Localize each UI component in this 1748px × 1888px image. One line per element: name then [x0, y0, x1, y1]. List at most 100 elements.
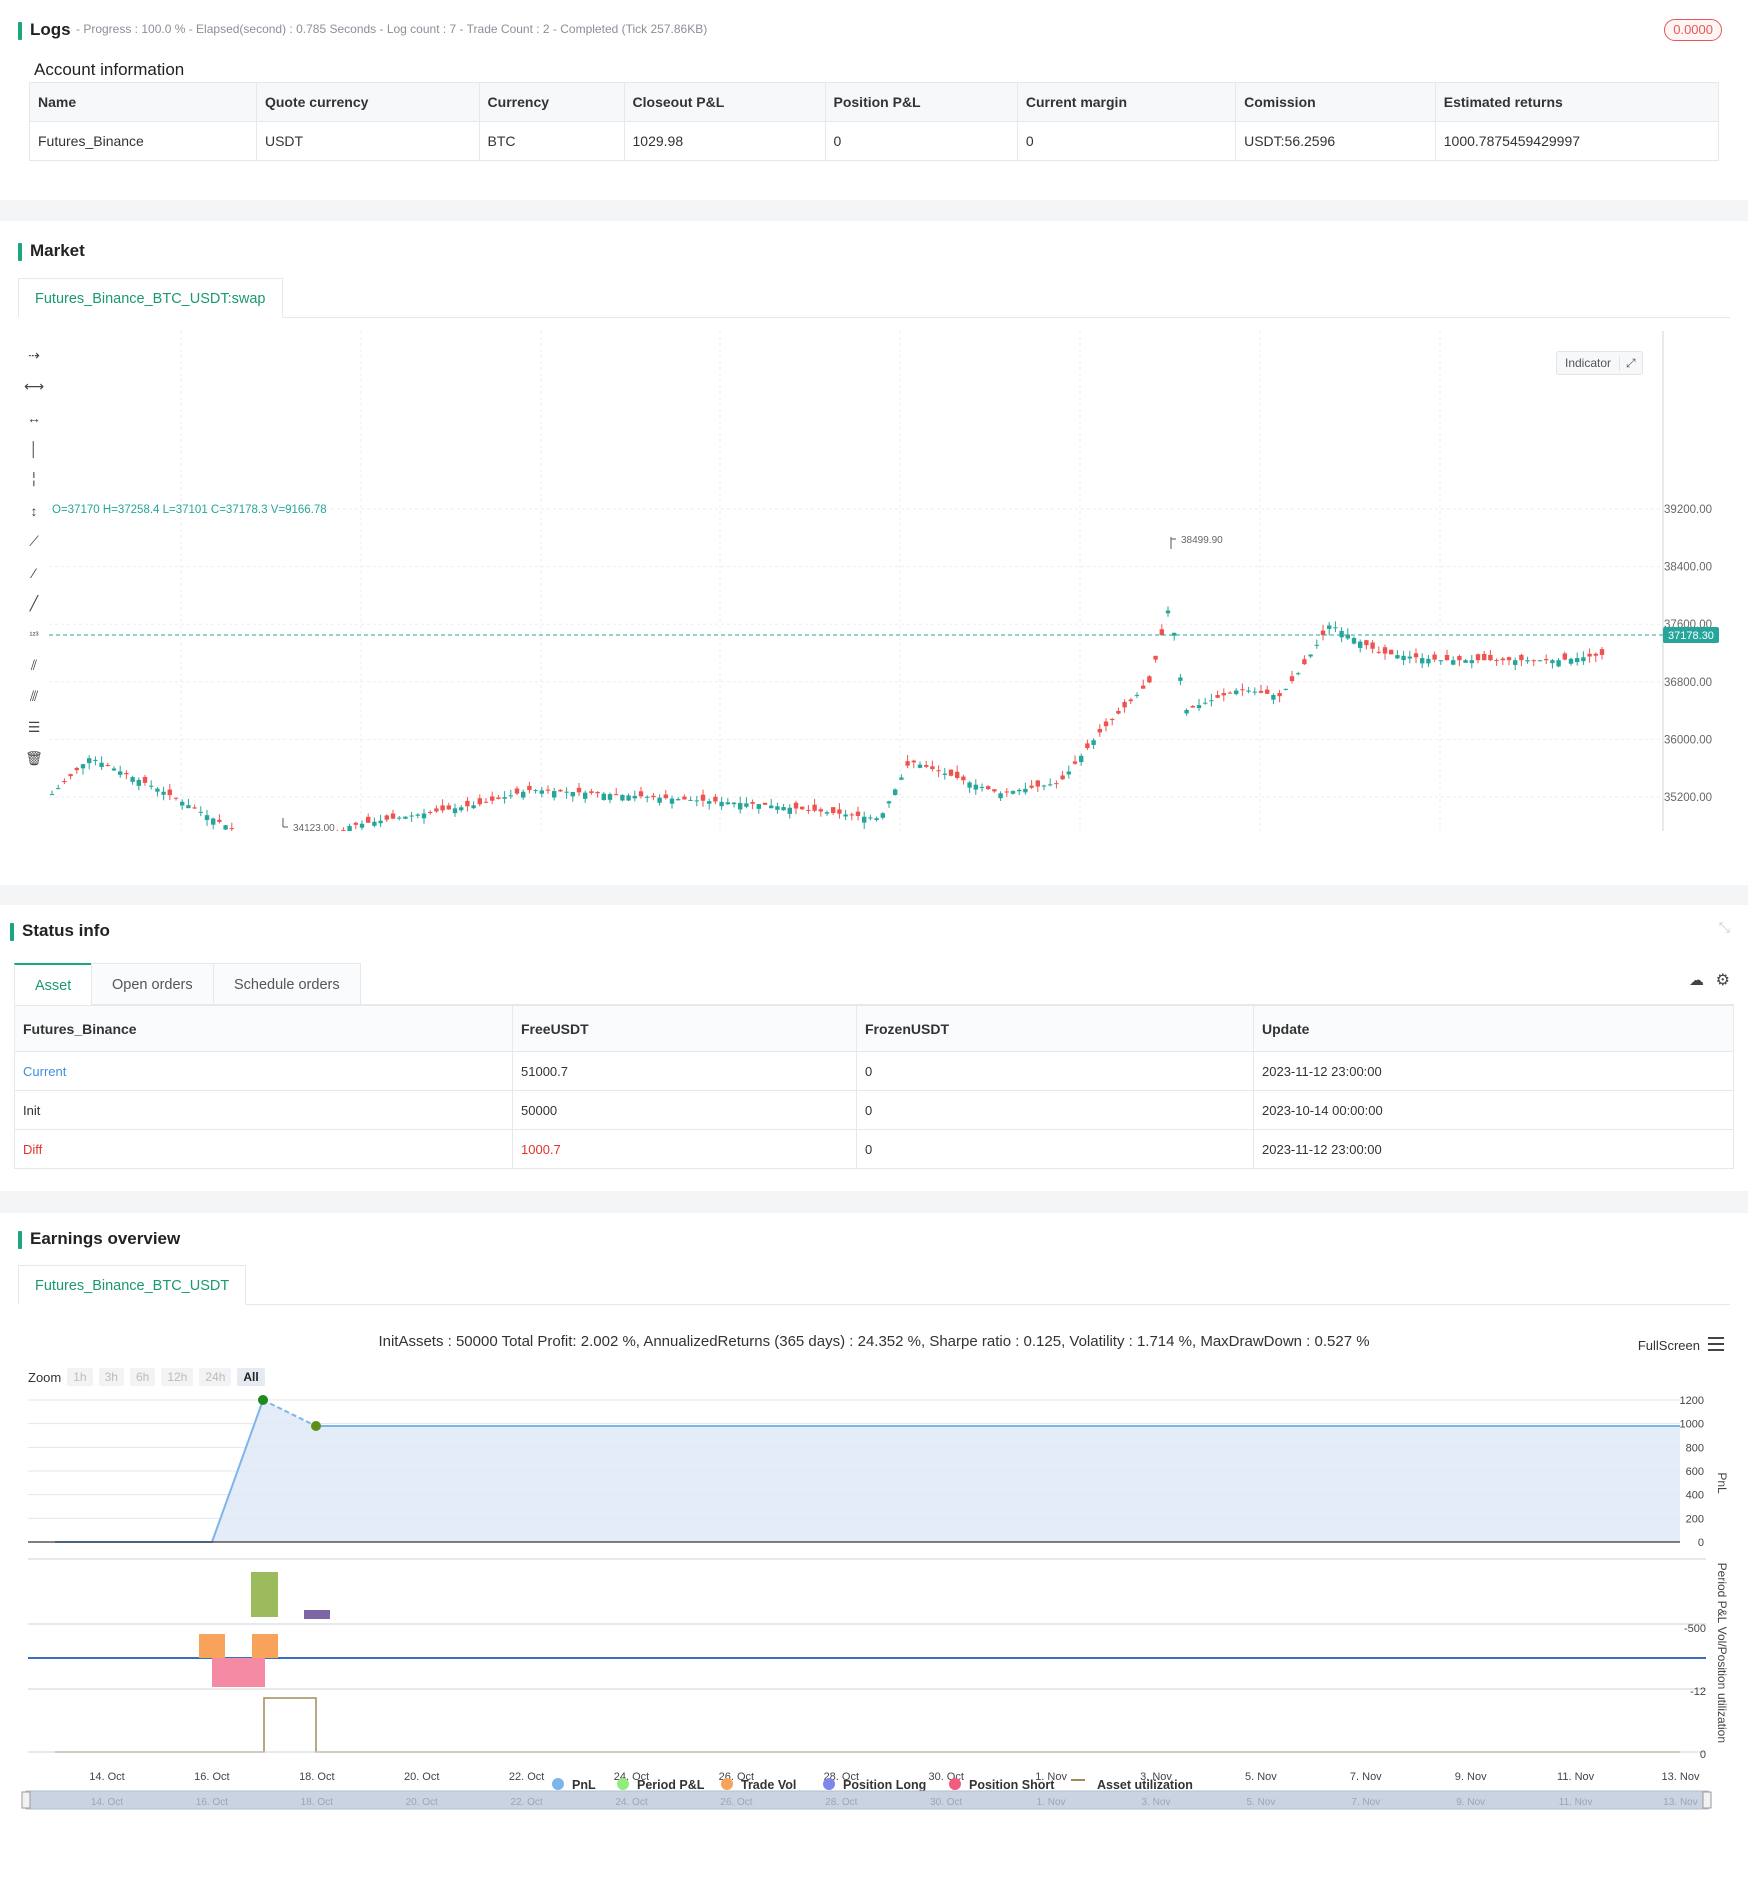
tab-earnings-symbol[interactable]: Futures_Binance_BTC_USDT [18, 1265, 247, 1305]
row-label-current[interactable]: Current [14, 1051, 513, 1091]
pnl-peak-marker[interactable] [258, 1395, 268, 1405]
gear-icon[interactable]: ⚙ [1715, 972, 1730, 989]
zoom-all-button[interactable]: All [237, 1368, 265, 1386]
candle [961, 776, 966, 781]
trade-vol-bar[interactable] [252, 1634, 278, 1658]
candle [1079, 755, 1084, 763]
tab-asset[interactable]: Asset [14, 963, 93, 1005]
candle [1215, 695, 1220, 698]
navigator-handle-right[interactable] [1702, 1791, 1712, 1809]
tab-market-symbol[interactable]: Futures_Binance_BTC_USDT:swap [18, 278, 283, 318]
collapse-icon[interactable]: ⤡ [1718, 919, 1730, 935]
candle [1196, 705, 1202, 709]
candle [1395, 655, 1400, 659]
candle [1165, 610, 1171, 614]
candle [626, 795, 631, 801]
menu-icon[interactable] [1708, 1337, 1724, 1355]
parallel-channel-icon[interactable]: ⫽ [30, 657, 38, 673]
candle [204, 815, 210, 821]
candle [1134, 694, 1140, 696]
fib-retracement-icon[interactable]: ☰ [27, 719, 41, 735]
axis-title: PnL [1715, 1472, 1729, 1494]
indicator-button[interactable]: Indicator ⤢ [1556, 351, 1643, 375]
cloud-download-icon[interactable]: ☁ [1689, 972, 1704, 989]
expand-icon[interactable]: ⤢ [1619, 355, 1642, 371]
pnl-marker[interactable] [311, 1421, 321, 1431]
candle [806, 809, 811, 811]
earnings-chart[interactable]: 1200 1000 800 600 400 200 0 -500 -12 0 14. Oct 16.… [0, 1388, 1748, 1888]
ray-line-icon[interactable]: ⁄ [32, 564, 36, 581]
legend-item[interactable]: Asset utilization [1071, 1778, 1193, 1792]
legend-item[interactable]: Period P&L [617, 1778, 705, 1792]
candlestick-chart[interactable]: 39200.0038400.0037600.0036800.0036000.00… [0, 331, 1748, 831]
row-label-init: Init [14, 1090, 513, 1130]
legend-item[interactable]: PnL [552, 1778, 596, 1792]
candle [570, 792, 575, 797]
candle [607, 794, 613, 800]
candle [998, 793, 1003, 799]
candle [576, 787, 582, 793]
candle [421, 813, 427, 819]
svg-text:Asset utilization: Asset utilization [1097, 1778, 1193, 1792]
candle [186, 805, 191, 809]
candle [1072, 761, 1078, 764]
navigator-label: 14. Oct [91, 1797, 123, 1808]
pitchfork-icon[interactable]: ⫻ [29, 688, 39, 704]
candle [1141, 685, 1146, 689]
trend-line-icon[interactable]: ⟋ [29, 533, 39, 549]
zoom-12h-button[interactable]: 12h [161, 1368, 194, 1386]
candle [1122, 701, 1127, 708]
extended-line-icon[interactable]: ╱ [29, 595, 39, 611]
zoom-label: Zoom [28, 1369, 62, 1385]
candle [651, 795, 656, 798]
candle [1314, 644, 1319, 646]
candle [905, 761, 910, 766]
zoom-6h-button[interactable]: 6h [129, 1368, 156, 1386]
trade-vol-bar[interactable] [199, 1634, 225, 1658]
candle [366, 816, 371, 823]
candle [434, 808, 439, 812]
tab-schedule-orders[interactable]: Schedule orders [213, 963, 361, 1005]
candle [167, 789, 172, 796]
legend-item[interactable]: Trade Vol [721, 1778, 796, 1792]
horizontal-ray-icon[interactable]: ⇢ [28, 347, 40, 363]
col-header: Estimated returns [1434, 82, 1720, 122]
candle [775, 806, 780, 810]
price-label-icon[interactable]: ¹²³ [29, 629, 39, 640]
candle [465, 800, 470, 807]
horizontal-segment-icon[interactable]: ↔ [27, 409, 41, 426]
horizontal-line-icon[interactable]: ⟷ [23, 378, 45, 394]
candle [1116, 711, 1121, 714]
zoom-1h-button[interactable]: 1h [67, 1368, 93, 1386]
candle [390, 813, 396, 819]
candle [1401, 655, 1406, 661]
table-cell: 50000 [512, 1090, 857, 1130]
candle [1246, 690, 1251, 692]
navigator-handle-left[interactable] [21, 1791, 31, 1809]
candle [719, 801, 724, 807]
candle [347, 826, 352, 831]
vertical-line-icon[interactable]: │ [29, 440, 39, 457]
zoom-24h-button[interactable]: 24h [199, 1368, 232, 1386]
navigator-label: 16. Oct [196, 1797, 228, 1808]
vertical-arrow-icon[interactable]: ↕ [30, 502, 38, 519]
candle [62, 780, 67, 783]
candle [1320, 630, 1326, 636]
zoom-3h-button[interactable]: 3h [98, 1368, 124, 1386]
fullscreen-button[interactable]: FullScreen [1637, 1338, 1700, 1353]
candle [744, 803, 749, 807]
period-pnl-bar[interactable] [251, 1572, 278, 1617]
trash-icon[interactable]: 🗑 [25, 750, 43, 766]
col-header: Update [1253, 1005, 1734, 1052]
candle [149, 785, 154, 787]
candle [1506, 657, 1512, 661]
tab-open-orders[interactable]: Open orders [91, 963, 214, 1005]
period-pnl-bar[interactable] [304, 1610, 330, 1619]
legend-item[interactable]: Position Long [823, 1778, 926, 1792]
candle [1568, 658, 1574, 664]
position-short-bar[interactable] [212, 1658, 265, 1687]
candle [899, 777, 904, 780]
vertical-segment-icon[interactable]: ╎ [29, 471, 39, 487]
legend-item[interactable]: Position Short [949, 1778, 1055, 1792]
candle [192, 807, 197, 809]
